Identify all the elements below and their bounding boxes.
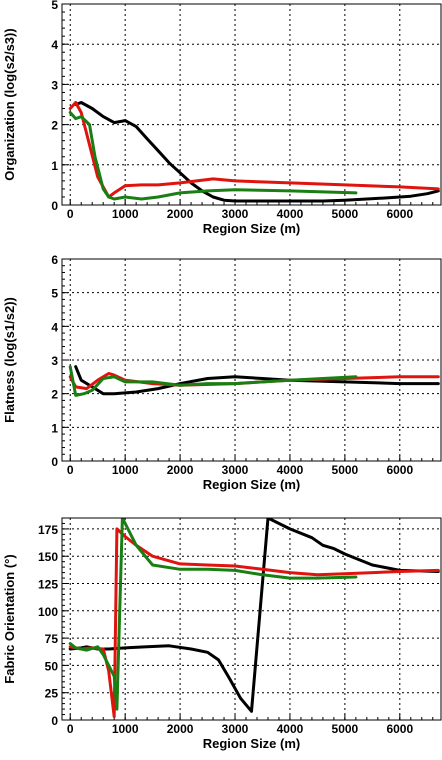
axes-frame (61, 517, 442, 721)
chart-panel-2: 0 1000 2000 3000 4000 5000 6000 0 1 2 3 4 5 6 Region S… (2, 253, 442, 492)
series-line-black (68, 518, 440, 713)
x-tick-label: 2000 (167, 463, 194, 477)
y-axis-label: Flatness (log(s1/s2)) (2, 297, 17, 423)
y-tick-label: 3 (51, 78, 58, 92)
y-tick-label: 0 (51, 199, 58, 213)
x-tick-label: 2000 (167, 722, 194, 736)
y-tick-label: 4 (51, 320, 58, 334)
x-tick-label: 3000 (222, 463, 249, 477)
x-tick-label: 3000 (222, 207, 249, 221)
y-tick-label: 150 (38, 550, 58, 564)
x-tick-label: 5000 (332, 463, 359, 477)
series-line-green (68, 365, 358, 397)
x-axis-label: Region Size (m) (203, 477, 301, 492)
x-tick-label: 6000 (386, 722, 413, 736)
x-tick-label: 5000 (332, 722, 359, 736)
y-tick-label: 5 (51, 0, 58, 12)
y-tick-label: 1 (51, 159, 58, 173)
y-tick-label: 125 (38, 578, 58, 592)
series-line-red (68, 527, 440, 719)
x-tick-label: 6000 (386, 207, 413, 221)
y-tick-label: 175 (38, 523, 58, 537)
x-tick-label: 1000 (112, 207, 139, 221)
x-tick-label: 1000 (112, 463, 139, 477)
y-tick-label: 1 (51, 421, 58, 435)
axes-frame (61, 258, 442, 462)
y-tick-label: 6 (51, 253, 58, 267)
series-group (68, 518, 440, 719)
series-line-green (68, 518, 358, 711)
y-axis-label: Fabric Orientation (°) (2, 554, 17, 683)
x-tick-label: 0 (67, 463, 74, 477)
x-tick-label: 4000 (277, 722, 304, 736)
y-tick-label: 100 (38, 605, 58, 619)
x-tick-label: 4000 (277, 463, 304, 477)
series-line-black (74, 365, 440, 396)
y-tick-label: 3 (51, 354, 58, 368)
y-tick-label: 4 (51, 38, 58, 52)
y-axis-label: Organization (log(s2/s3)) (2, 28, 17, 180)
y-tick-label: 0 (51, 455, 58, 469)
x-tick-label: 5000 (332, 207, 359, 221)
x-tick-label: 3000 (222, 722, 249, 736)
x-axis-label: Region Size (m) (203, 221, 301, 236)
y-tick-label: 2 (51, 119, 58, 133)
axes-frame (61, 3, 442, 206)
x-tick-label: 1000 (112, 722, 139, 736)
plot-area (62, 4, 441, 205)
y-tick-label: 0 (51, 714, 58, 728)
series-group (68, 101, 440, 203)
y-tick-label: 2 (51, 388, 58, 402)
series-line-green (68, 111, 358, 201)
chart-panel-3: 0 1000 2000 3000 4000 5000 6000 0 25 50 75 100 125 15… (2, 517, 442, 751)
x-tick-label: 6000 (386, 463, 413, 477)
chart-panel-1: 0 1000 2000 3000 4000 5000 6000 0 1 2 3 4 5 Region Si… (2, 0, 442, 236)
x-tick-label: 2000 (167, 207, 194, 221)
series-line-red (68, 101, 440, 199)
x-tick-label: 0 (67, 207, 74, 221)
series-group (68, 365, 440, 397)
y-tick-label: 5 (51, 287, 58, 301)
x-tick-label: 4000 (277, 207, 304, 221)
x-axis-label: Region Size (m) (203, 736, 301, 751)
y-tick-label: 75 (45, 632, 59, 646)
x-tick-label: 0 (67, 722, 74, 736)
y-tick-label: 50 (45, 659, 59, 673)
y-tick-label: 25 (45, 687, 59, 701)
